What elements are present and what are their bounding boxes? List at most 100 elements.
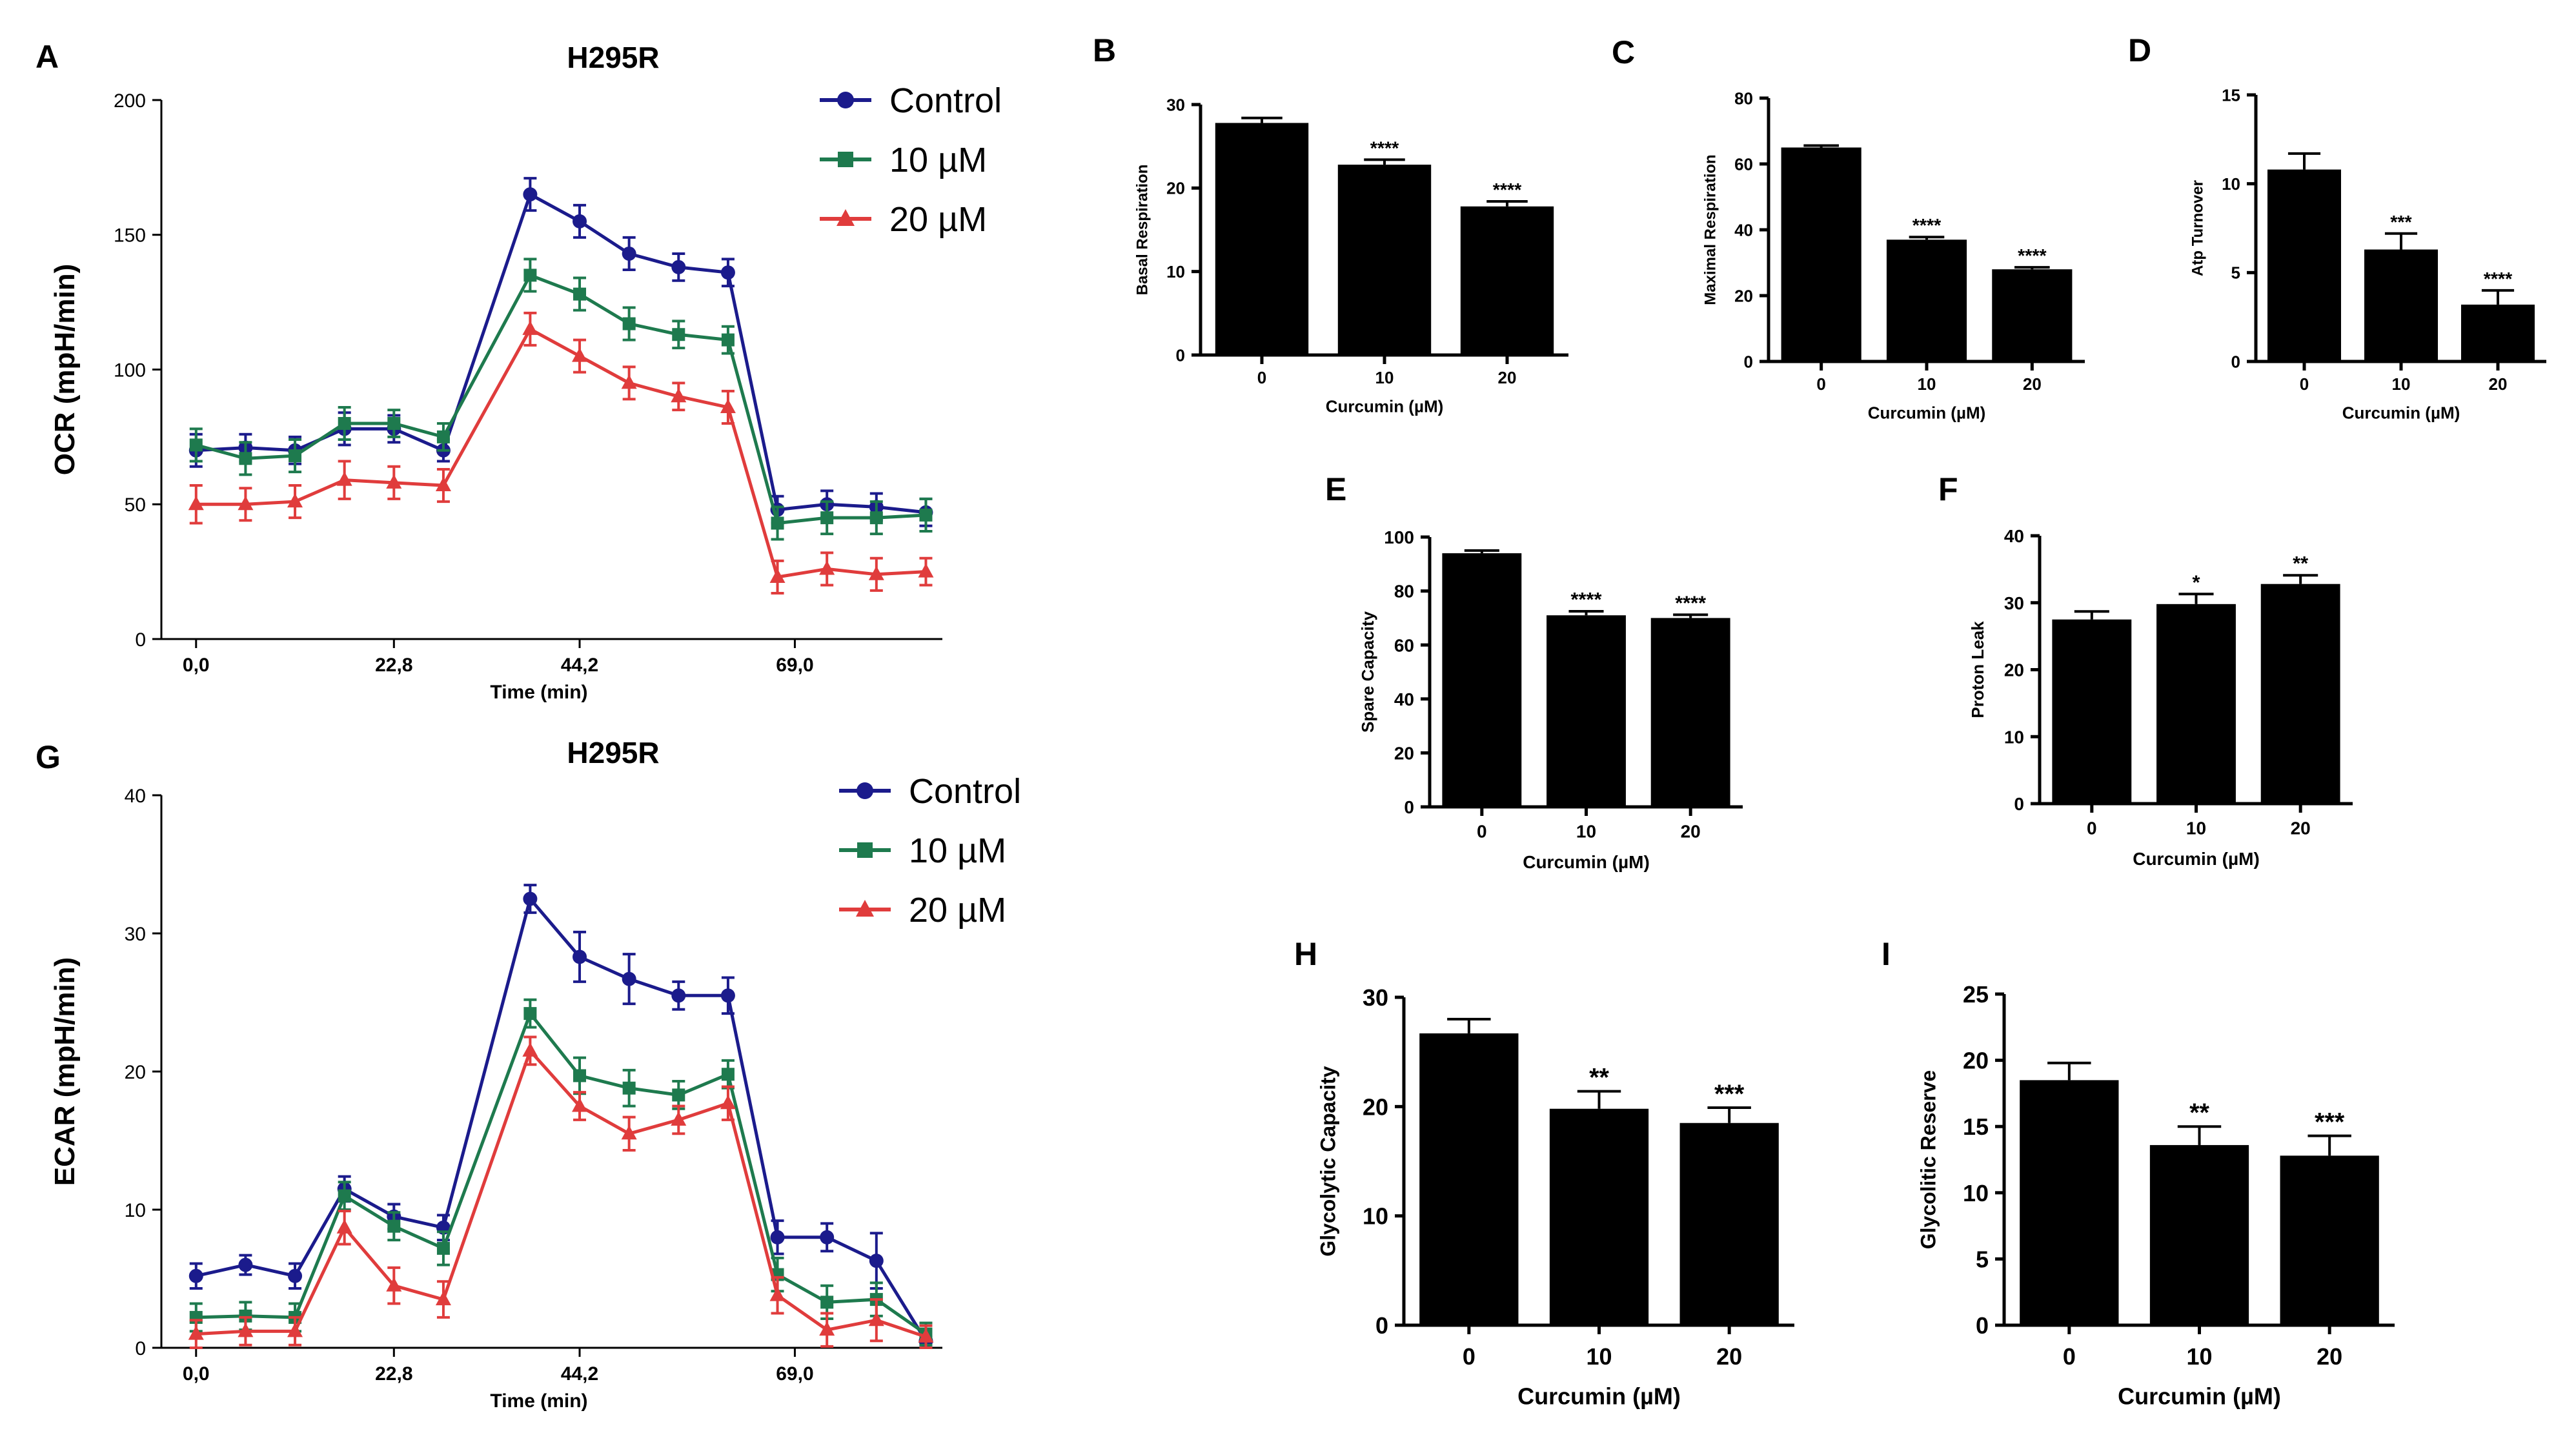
panel-f: F 0 10 20 30 40 Proton Leak 0 * 10 ** 20 Curcumin (µ… [1938,471,2353,869]
y-tick-label: 100 [114,360,146,381]
data-point [820,1230,835,1245]
data-point [769,1286,786,1301]
data-point [289,449,302,463]
bar [1460,206,1554,355]
bar [2260,584,2340,804]
y-tick-label: 10 [1963,1180,1989,1206]
data-point [338,417,351,430]
y-tick-label: 10 [2004,727,2024,747]
legend: Control 10 µM 20 µM [839,772,1021,930]
y-axis-title: Atp Turnover [2189,180,2207,276]
legend-label: 10 µM [909,831,1006,870]
y-tick-label: 10 [1166,262,1185,281]
x-tick-label: 20 [2291,818,2311,838]
panel-label: F [1938,471,1958,507]
data-point [522,1042,538,1057]
y-tick-label: 40 [125,786,146,807]
y-axis-title: Spare Capacity [1358,611,1377,733]
legend-marker [837,92,854,108]
x-tick-label: 10 [2392,374,2411,394]
x-tick-label: 44,2 [561,655,598,676]
significance-label: **** [1370,138,1399,159]
y-tick-label: 15 [1963,1113,1989,1140]
legend-label: 20 µM [909,891,1006,930]
x-tick-label: 10 [1576,822,1596,842]
data-point [622,246,636,261]
y-tick-label: 20 [1963,1048,1989,1074]
y-tick-label: 20 [2004,660,2024,680]
y-axis-title: Glycolitic Reserve [1917,1070,1940,1249]
data-point [622,317,636,330]
y-tick-label: 10 [2222,174,2240,194]
x-tick-label: 0,0 [183,1363,210,1385]
data-point [386,1277,402,1292]
data-point [918,1328,934,1343]
y-axis-title: Glycolytic Capacity [1317,1066,1340,1256]
bar [1992,269,2073,361]
y-tick-label: 0 [1176,345,1185,365]
series-0 [188,884,933,1348]
x-axis-title: Curcumin (µM) [2133,849,2260,869]
panel-i: I 0 5 10 15 20 25 Glycolitic Reserve 0 ** 10 *** 20 C… [1881,936,2395,1409]
data-point [188,1268,203,1283]
series-line [196,327,926,579]
series-line [196,192,926,514]
data-point [387,1219,401,1233]
significance-label: **** [1912,216,1942,236]
data-point [573,214,587,229]
y-tick-label: 20 [1394,743,1414,763]
bar [1547,615,1626,807]
significance-label: *** [1714,1080,1745,1108]
y-tick-label: 0 [2231,352,2240,371]
bar [2280,1155,2379,1325]
y-tick-label: 30 [1166,95,1185,114]
significance-label: **** [1493,180,1522,201]
data-point [918,563,934,578]
data-point [435,1291,451,1306]
bar [1442,553,1522,807]
data-point [622,1081,636,1095]
panel-label: C [1612,34,1635,70]
x-tick-label: 22,8 [375,655,412,676]
y-axis-title: ECAR (mpH/min) [49,957,81,1186]
legend-marker [857,842,873,858]
y-tick-label: 20 [125,1062,146,1083]
y-axis-title: Proton Leak [1968,621,1987,718]
y-tick-label: 0 [1375,1312,1388,1339]
bar [1886,239,1967,361]
bar [1650,618,1730,807]
y-axis-title: Maximal Respiration [1702,154,1719,305]
legend-label: Control [909,772,1021,811]
panel-g: G 0 10 20 30 40 ECAR (mpH/min) 0,0 22,8 44,2 69,0 T… [35,736,1021,1412]
series-1 [189,998,933,1347]
data-point [771,516,784,530]
data-point [238,1257,253,1272]
x-axis-title: Curcumin (µM) [1517,1383,1681,1409]
data-point [573,287,587,301]
data-point [238,496,254,511]
x-axis-title: Curcumin (µM) [1868,403,1986,422]
panel-label: B [1093,32,1116,68]
y-tick-label: 60 [1394,635,1414,655]
data-point [436,1241,450,1255]
data-point [720,1095,736,1110]
panel-c: C 0 20 40 60 80 Maximal Respiration 0 **** 10 ****… [1612,34,2085,422]
y-tick-label: 50 [125,494,146,516]
data-point [523,187,538,202]
data-point [672,328,685,341]
panel-a: A 0 50 100 150 200 OCR (mpH/min) 0,0 22,8 44,2 69,… [35,39,1002,703]
x-tick-label: 10 [2186,1343,2212,1370]
y-axis-title: Basal Respiration [1134,165,1151,296]
significance-label: * [2193,571,2200,593]
y-tick-label: 0 [1744,352,1753,371]
data-point [671,988,686,1003]
data-point [720,265,735,280]
y-tick-label: 10 [1363,1203,1388,1230]
panel-label: D [2128,32,2151,68]
data-point [238,1323,254,1337]
data-point [522,320,538,335]
data-point [336,1219,352,1234]
data-point [720,988,735,1003]
legend: Control 10 µM 20 µM [820,81,1002,239]
y-tick-label: 20 [1363,1093,1388,1120]
